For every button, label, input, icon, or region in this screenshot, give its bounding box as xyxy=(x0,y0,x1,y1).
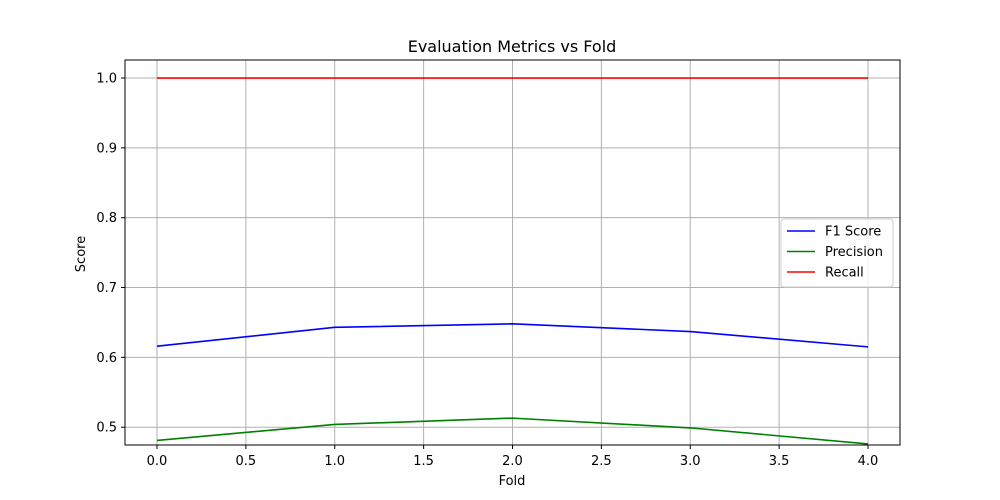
x-tick-label: 3.5 xyxy=(769,454,790,469)
x-tick-label: 0.0 xyxy=(147,454,168,469)
x-tick-label: 1.0 xyxy=(324,454,345,469)
x-axis-ticks: 0.0 0.5 1.0 1.5 2.0 2.5 3.0 3.5 4.0 xyxy=(147,445,879,469)
legend-box xyxy=(780,218,894,288)
legend: F1 Score Precision Recall xyxy=(780,218,894,288)
y-axis-label: Score xyxy=(74,236,89,272)
y-tick-label: 0.8 xyxy=(96,211,117,226)
y-tick-label: 0.6 xyxy=(96,351,117,366)
y-tick-label: 0.5 xyxy=(96,421,117,436)
x-axis-label: Fold xyxy=(499,474,526,489)
series-line-precision xyxy=(156,417,869,445)
y-tick-label: 0.9 xyxy=(96,141,117,156)
legend-label-f1-score: F1 Score xyxy=(825,225,881,240)
y-tick-label: 1.0 xyxy=(96,72,117,87)
y-tick-label: 0.7 xyxy=(96,281,117,296)
x-tick-label: 0.5 xyxy=(236,454,257,469)
x-tick-label: 2.0 xyxy=(502,454,523,469)
series-line-f1-score xyxy=(156,323,869,348)
x-tick-label: 2.5 xyxy=(591,454,612,469)
chart-title: Evaluation Metrics vs Fold xyxy=(408,37,617,56)
x-tick-label: 3.0 xyxy=(680,454,701,469)
y-axis-ticks: 0.5 0.6 0.7 0.8 0.9 1.0 xyxy=(96,72,125,436)
x-tick-label: 1.5 xyxy=(413,454,434,469)
series-lines xyxy=(156,77,869,445)
legend-label-recall: Recall xyxy=(825,266,864,281)
legend-label-precision: Precision xyxy=(825,245,883,260)
x-tick-label: 4.0 xyxy=(858,454,879,469)
